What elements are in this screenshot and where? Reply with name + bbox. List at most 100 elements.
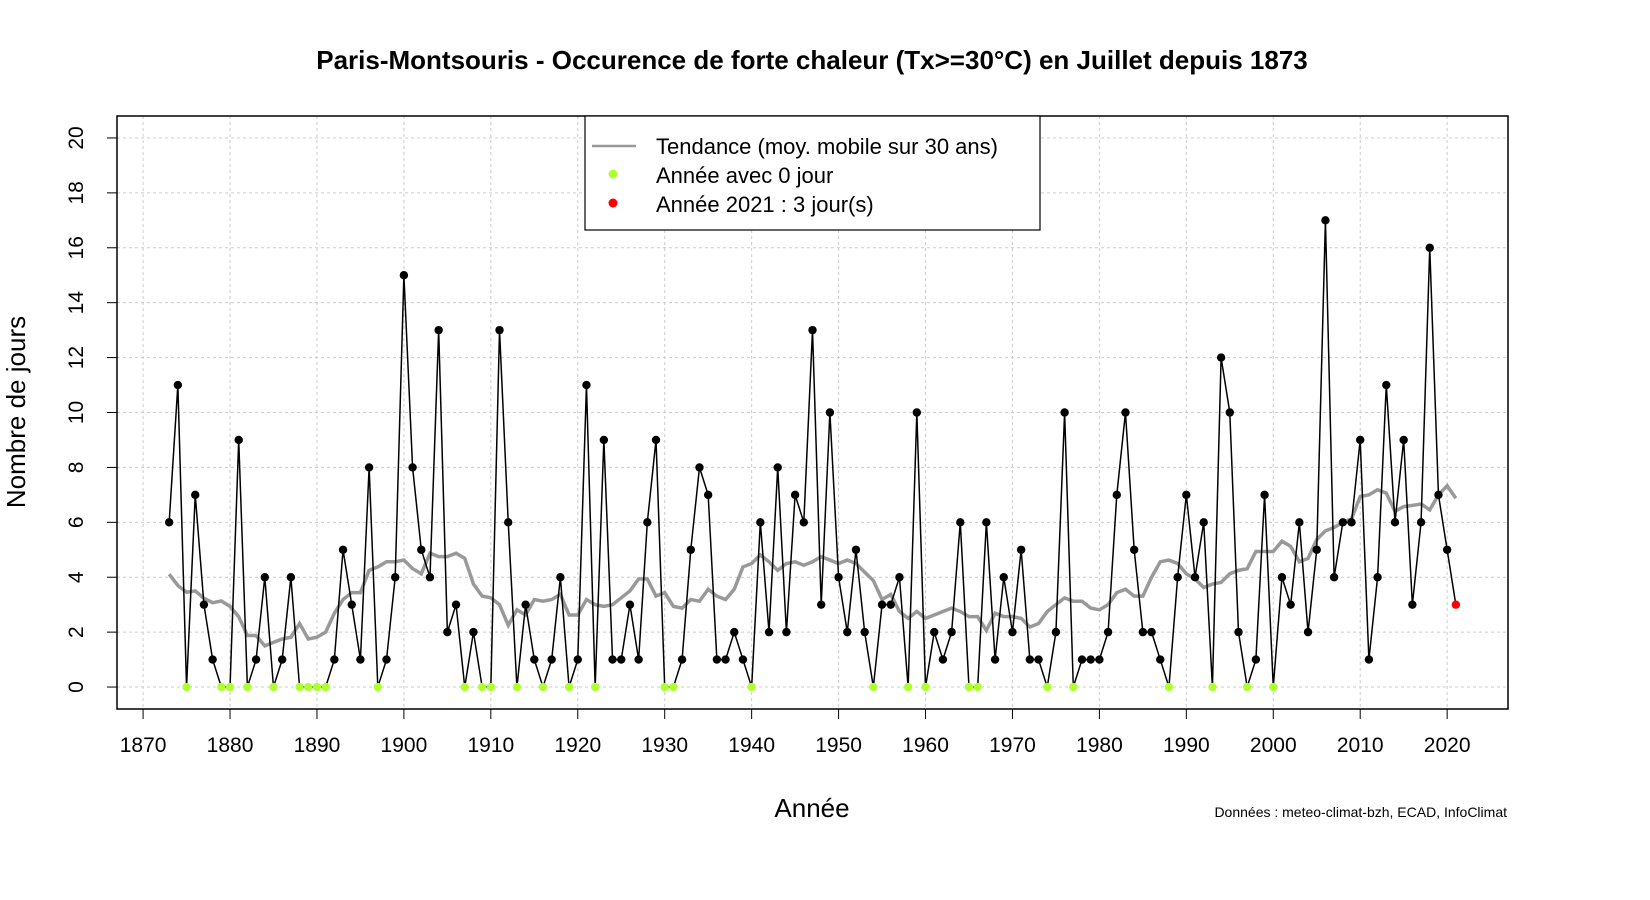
data-point-zero bbox=[269, 682, 278, 692]
x-tick-label: 1970 bbox=[989, 734, 1036, 757]
data-point bbox=[1295, 518, 1304, 527]
data-point bbox=[1329, 573, 1339, 582]
data-point bbox=[695, 463, 704, 472]
data-point bbox=[834, 573, 843, 582]
data-point-zero bbox=[295, 682, 304, 692]
data-point-zero bbox=[312, 682, 322, 692]
data-point bbox=[347, 600, 356, 609]
data-point-zero bbox=[747, 682, 756, 692]
data-point bbox=[825, 408, 835, 417]
data-point bbox=[356, 655, 365, 664]
x-tick-label: 1950 bbox=[815, 734, 862, 757]
data-point bbox=[1338, 518, 1348, 527]
legend-zero-label: Année avec 0 jour bbox=[656, 163, 833, 188]
data-point bbox=[173, 380, 183, 390]
y-tick-label: 10 bbox=[65, 401, 88, 424]
trend-line bbox=[167, 482, 1458, 648]
data-point bbox=[1156, 655, 1165, 664]
data-point-zero bbox=[225, 682, 235, 692]
x-axis: 1870 1880 1890 1900 1910 1920 1930 1940 1950 1960… bbox=[120, 709, 1471, 757]
y-tick-label: 8 bbox=[65, 462, 88, 474]
y-axis-label: Nombre de jours bbox=[1, 316, 31, 508]
data-point-zero bbox=[564, 682, 574, 692]
data-point bbox=[1216, 353, 1226, 362]
data-point bbox=[1103, 627, 1113, 637]
x-tick-label: 2010 bbox=[1337, 734, 1384, 757]
data-point bbox=[738, 655, 748, 664]
data-point-zero bbox=[304, 682, 313, 692]
data-point bbox=[364, 463, 374, 472]
data-point-zero bbox=[1069, 682, 1078, 692]
data-point-zero bbox=[903, 682, 913, 692]
data-point bbox=[1260, 490, 1269, 500]
data-point bbox=[1347, 518, 1356, 527]
data-point-zero bbox=[1208, 682, 1217, 692]
data-point bbox=[860, 627, 869, 637]
x-tick-label: 1870 bbox=[120, 734, 167, 757]
data-point bbox=[434, 325, 443, 335]
data-point bbox=[895, 573, 904, 582]
data-point bbox=[756, 518, 765, 527]
data-point bbox=[1182, 490, 1191, 500]
x-tick-label: 2000 bbox=[1250, 734, 1297, 757]
data-point bbox=[617, 655, 626, 664]
data-point bbox=[764, 627, 774, 637]
data-line bbox=[168, 220, 1457, 690]
data-point-zero bbox=[921, 682, 930, 692]
data-point bbox=[782, 627, 791, 637]
x-tick-label: 1900 bbox=[381, 734, 428, 757]
data-point bbox=[191, 490, 200, 500]
data-point bbox=[208, 655, 217, 664]
data-point bbox=[521, 600, 530, 609]
legend-2021-swatch bbox=[608, 198, 618, 208]
data-point-zero bbox=[460, 682, 469, 692]
data-point bbox=[234, 435, 243, 445]
y-tick-label: 6 bbox=[65, 516, 88, 528]
data-point bbox=[982, 518, 991, 527]
data-point bbox=[382, 655, 391, 664]
data-point bbox=[286, 573, 296, 582]
x-tick-label: 1930 bbox=[641, 734, 688, 757]
data-point bbox=[990, 655, 1000, 664]
data-point bbox=[1399, 435, 1408, 445]
data-point bbox=[1060, 408, 1069, 417]
x-tick-label: 1980 bbox=[1076, 734, 1123, 757]
y-tick-label: 2 bbox=[65, 626, 88, 638]
y-tick-label: 12 bbox=[65, 346, 88, 369]
data-point bbox=[1416, 518, 1426, 527]
data-point bbox=[877, 600, 887, 609]
x-tick-label: 1940 bbox=[728, 734, 775, 757]
data-point bbox=[1034, 655, 1043, 664]
data-point-zero bbox=[1164, 682, 1174, 692]
data-point bbox=[1321, 216, 1330, 225]
legend-2021-label: Année 2021 : 3 jour(s) bbox=[656, 192, 874, 217]
data-point bbox=[1303, 627, 1313, 637]
chart-title: Paris-Montsouris - Occurence de forte ch… bbox=[316, 45, 1308, 75]
data-point bbox=[816, 600, 826, 609]
data-point bbox=[164, 518, 174, 527]
data-point bbox=[808, 325, 817, 335]
data-point bbox=[1225, 408, 1235, 417]
y-tick-label: 18 bbox=[65, 181, 88, 204]
data-point bbox=[1277, 573, 1287, 582]
y-tick-label: 0 bbox=[65, 681, 88, 693]
data-point bbox=[686, 545, 695, 554]
x-tick-label: 1920 bbox=[554, 734, 601, 757]
data-point bbox=[799, 518, 809, 527]
data-point bbox=[443, 627, 452, 637]
data-point bbox=[938, 655, 948, 664]
data-point-zero bbox=[243, 682, 252, 692]
data-point-zero bbox=[660, 682, 669, 692]
data-point bbox=[651, 435, 661, 445]
data-point-2021 bbox=[1451, 600, 1461, 609]
data-point bbox=[399, 271, 409, 280]
data-point bbox=[469, 627, 478, 637]
data-point bbox=[843, 627, 852, 637]
data-point bbox=[1147, 627, 1156, 637]
data-point bbox=[277, 655, 287, 664]
data-point bbox=[712, 655, 722, 664]
data-point bbox=[1086, 655, 1095, 664]
data-point bbox=[634, 655, 643, 664]
data-point-zero bbox=[1242, 682, 1252, 692]
